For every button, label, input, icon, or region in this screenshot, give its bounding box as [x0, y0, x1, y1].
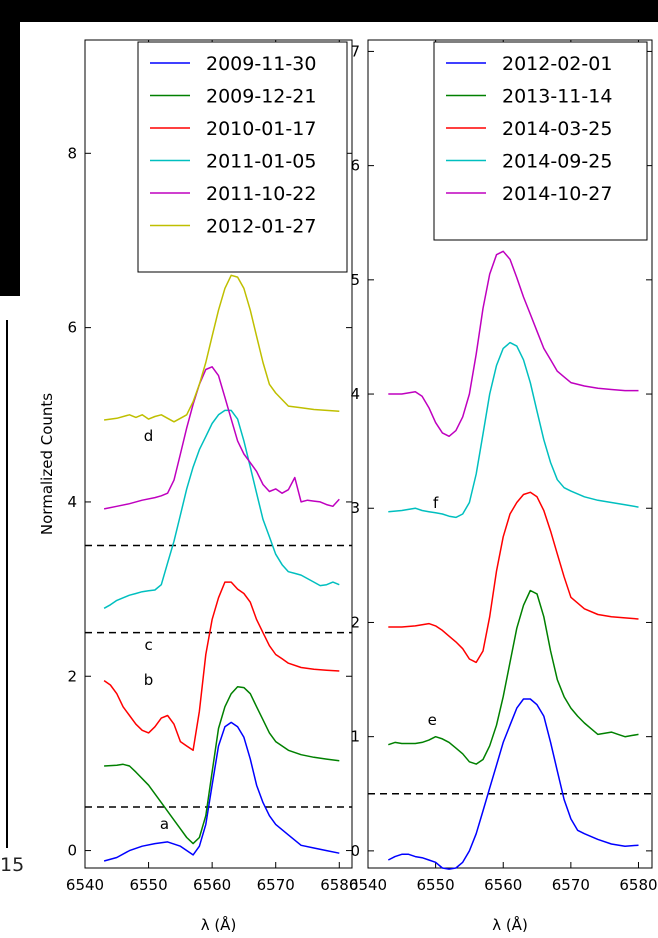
y-tick-label: 3	[350, 499, 360, 517]
series-line-2011-01-05	[103, 409, 340, 609]
series-line-2012-01-27	[104, 274, 340, 423]
legend-box	[433, 41, 648, 241]
series-line-2014-03-25	[388, 491, 639, 664]
right-legend: 2012-02-01 2013-11-14 2014-03-25 2014-09-25…	[433, 41, 648, 241]
series-line-2011-10-22	[103, 366, 340, 510]
series-line-2010-01-17	[103, 581, 340, 752]
x-axis-label: λ (Å)	[201, 915, 237, 934]
legend-entry-label: 2014-03-25	[502, 118, 612, 140]
x-tick-label: 6540	[66, 876, 104, 894]
y-tick-label: 2	[350, 613, 360, 631]
annotation-label-d: d	[144, 427, 154, 445]
annotation-label-c: c	[144, 636, 152, 654]
left-legend: 2009-11-30 2009-12-21 2010-01-17 2011-01-05…	[137, 41, 348, 273]
y-tick-label: 4	[350, 385, 360, 403]
left-edge-digit: 15	[0, 854, 25, 876]
x-tick-label: 6550	[417, 876, 455, 894]
left-edge-overlay	[0, 0, 20, 296]
legend-entry-label: 2011-10-22	[206, 183, 316, 205]
x-axis-label: λ (Å)	[492, 915, 528, 934]
series-line-2013-11-14	[388, 589, 639, 765]
x-tick-label: 6550	[129, 876, 167, 894]
series-line-2009-11-30	[103, 721, 340, 862]
legend-entry-label: 2014-09-25	[502, 151, 612, 173]
series-line-2009-12-21	[104, 685, 340, 845]
y-tick-label: 7	[350, 42, 360, 60]
y-tick-label: 0	[350, 842, 360, 860]
y-tick-label: 4	[67, 493, 77, 511]
y-tick-label: 5	[350, 271, 360, 289]
series-line-2012-02-01	[387, 698, 639, 870]
y-axis-label: Normalized Counts	[38, 393, 56, 535]
legend-entry-label: 2009-11-30	[206, 53, 316, 75]
legend-entry-label: 2012-02-01	[502, 53, 612, 75]
y-tick-label: 2	[67, 667, 77, 685]
x-tick-label: 6560	[484, 876, 522, 894]
legend-entry-label: 2011-01-05	[206, 151, 316, 173]
x-tick-label: 6570	[552, 876, 590, 894]
y-tick-label: 0	[67, 842, 77, 860]
annotation-label-b: b	[144, 671, 154, 689]
y-tick-label: 6	[350, 157, 360, 175]
annotation-label-e: e	[428, 711, 437, 729]
left-axes-frame	[84, 39, 353, 869]
annotation-label-a: a	[160, 815, 169, 833]
legend-entry-label: 2013-11-14	[502, 86, 612, 108]
legend-entry-label: 2010-01-17	[206, 118, 316, 140]
annotation-label-f: f	[433, 494, 439, 512]
legend-entry-label: 2009-12-21	[206, 86, 316, 108]
y-tick-label: 6	[67, 319, 77, 337]
legend-box	[137, 41, 348, 273]
y-tick-label: 1	[350, 728, 360, 746]
x-tick-label: 6580	[619, 876, 657, 894]
left-edge-frame-line	[6, 320, 8, 848]
x-tick-label: 6580	[320, 876, 358, 894]
x-tick-label: 6560	[193, 876, 231, 894]
y-tick-label: 8	[67, 144, 77, 162]
series-line-2014-10-27	[388, 250, 639, 438]
x-tick-label: 6570	[257, 876, 295, 894]
legend-entry-label: 2012-01-27	[206, 216, 316, 238]
legend-entry-label: 2014-10-27	[502, 183, 612, 205]
top-edge-overlay	[0, 0, 658, 22]
series-line-2014-09-25	[388, 341, 639, 519]
right-panel: 6540 6550 6560 6570 6580 0 1 2 3 4 5 6 7 e f λ (Å) 2012-…	[349, 39, 658, 934]
right-axes-frame	[367, 39, 653, 869]
x-tick-label: 6540	[349, 876, 387, 894]
